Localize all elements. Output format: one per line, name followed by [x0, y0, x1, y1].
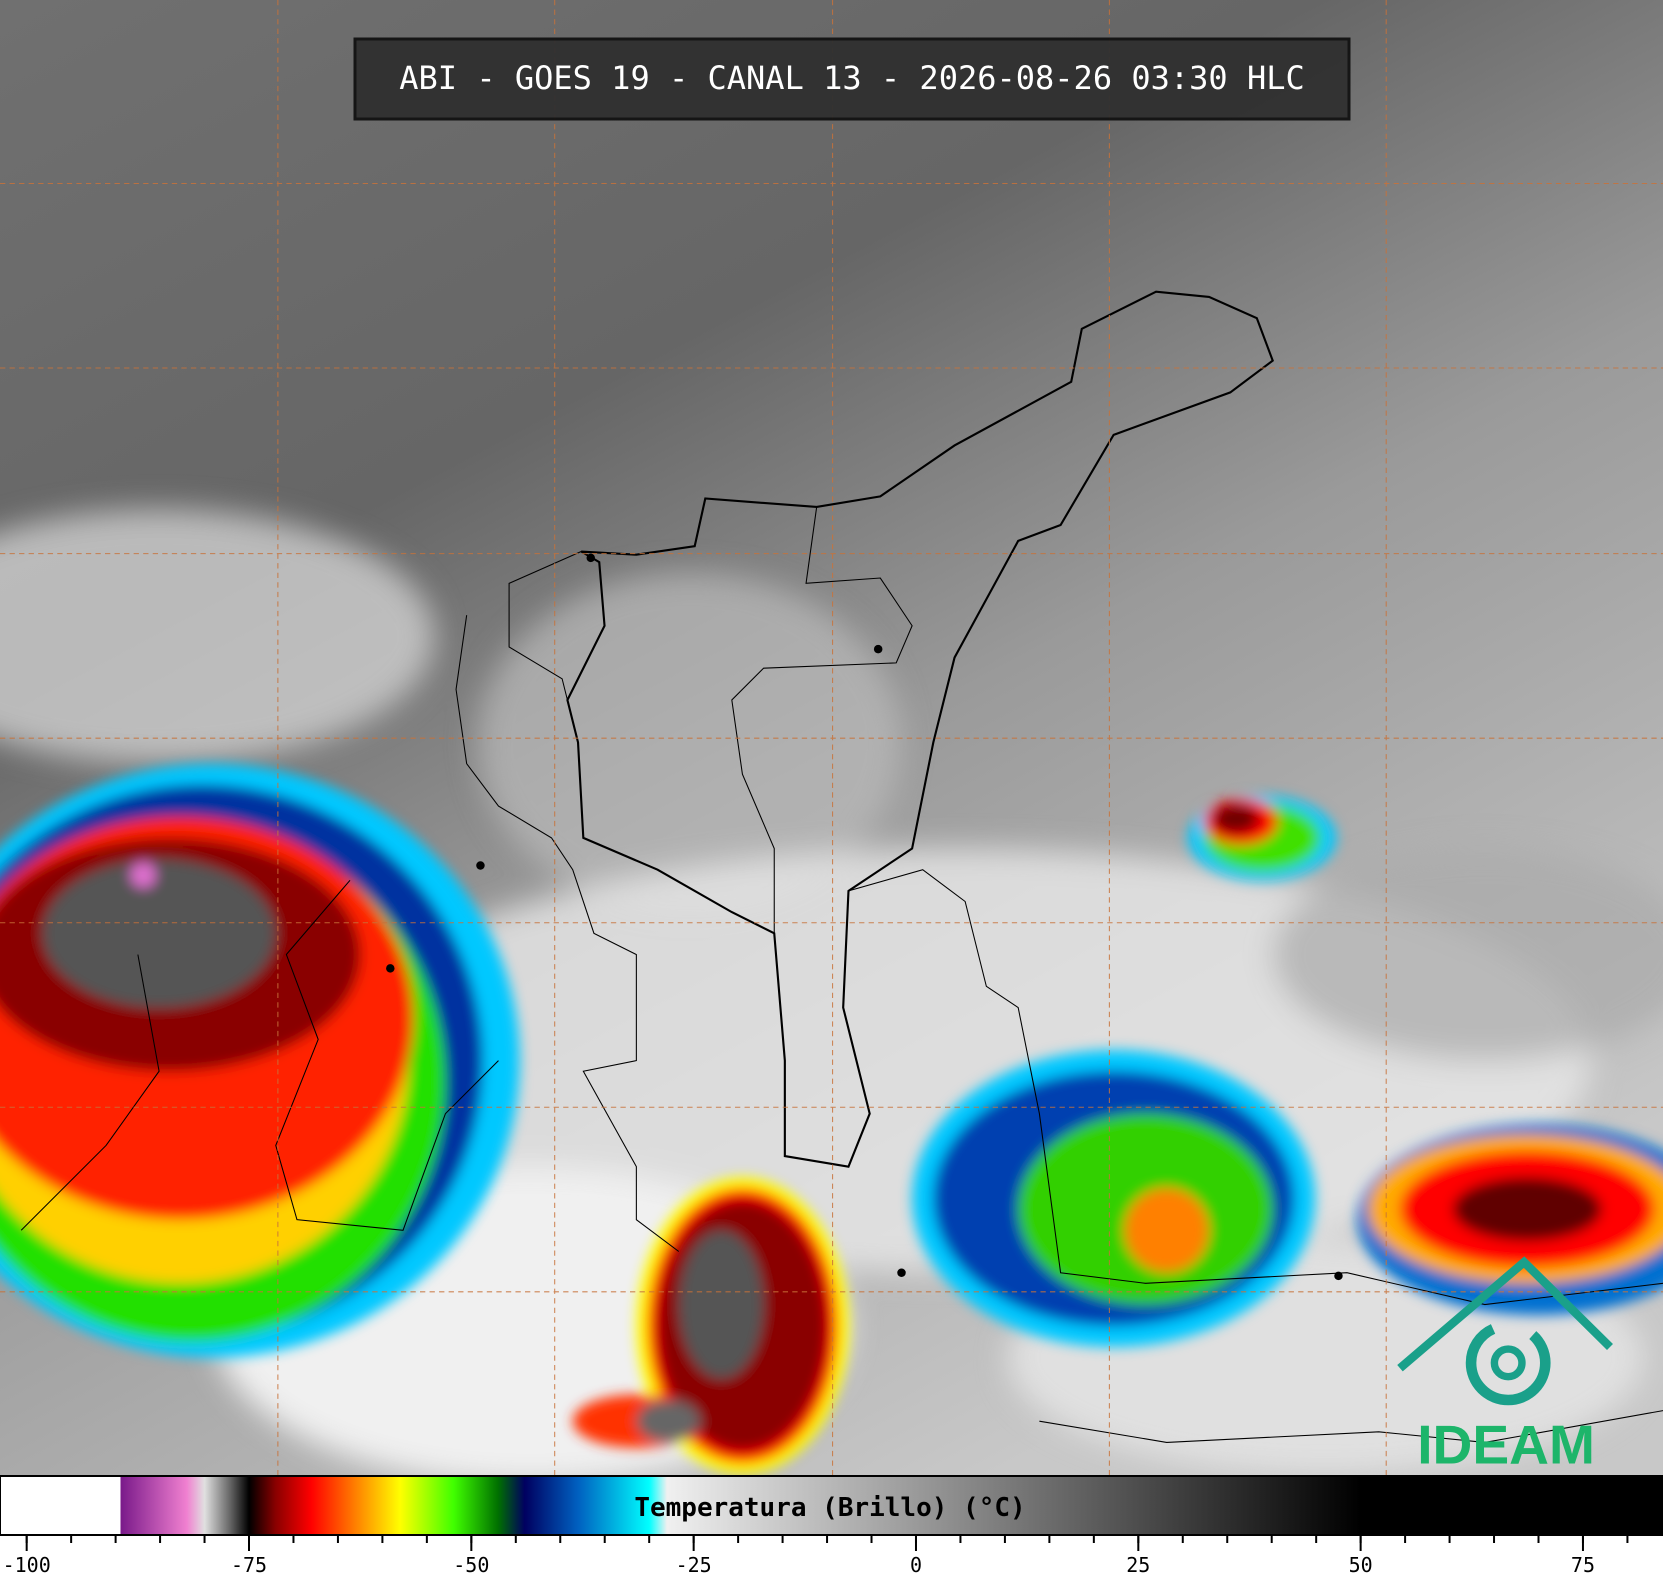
tick-label: -100: [3, 1553, 51, 1577]
storm-south: [572, 1177, 849, 1475]
tick-label: -50: [453, 1553, 489, 1577]
logo-text: IDEAM: [1417, 1414, 1595, 1476]
graticule: [0, 0, 1663, 1477]
tick-label: 50: [1349, 1553, 1373, 1577]
storm-east: [912, 795, 1663, 1347]
tick-label: 75: [1571, 1553, 1595, 1577]
cities: [386, 553, 1343, 1281]
title: ABI - GOES 19 - CANAL 13 - 2026-08-26 03…: [399, 59, 1304, 97]
colorbar-label: Temperatura (Brillo) (°C): [634, 1493, 1025, 1523]
map: IDEAM: [0, 0, 1663, 1485]
borders: [20, 290, 1663, 1443]
colorbar: [0, 1475, 1663, 1536]
tick-label: 25: [1126, 1553, 1150, 1577]
tick-label: -75: [231, 1553, 267, 1577]
tick-label: -25: [676, 1553, 712, 1577]
logo: IDEAM: [1397, 1256, 1613, 1476]
storm-west: [0, 763, 520, 1358]
title-box: [353, 37, 1351, 121]
tick-label: 0: [910, 1553, 922, 1577]
